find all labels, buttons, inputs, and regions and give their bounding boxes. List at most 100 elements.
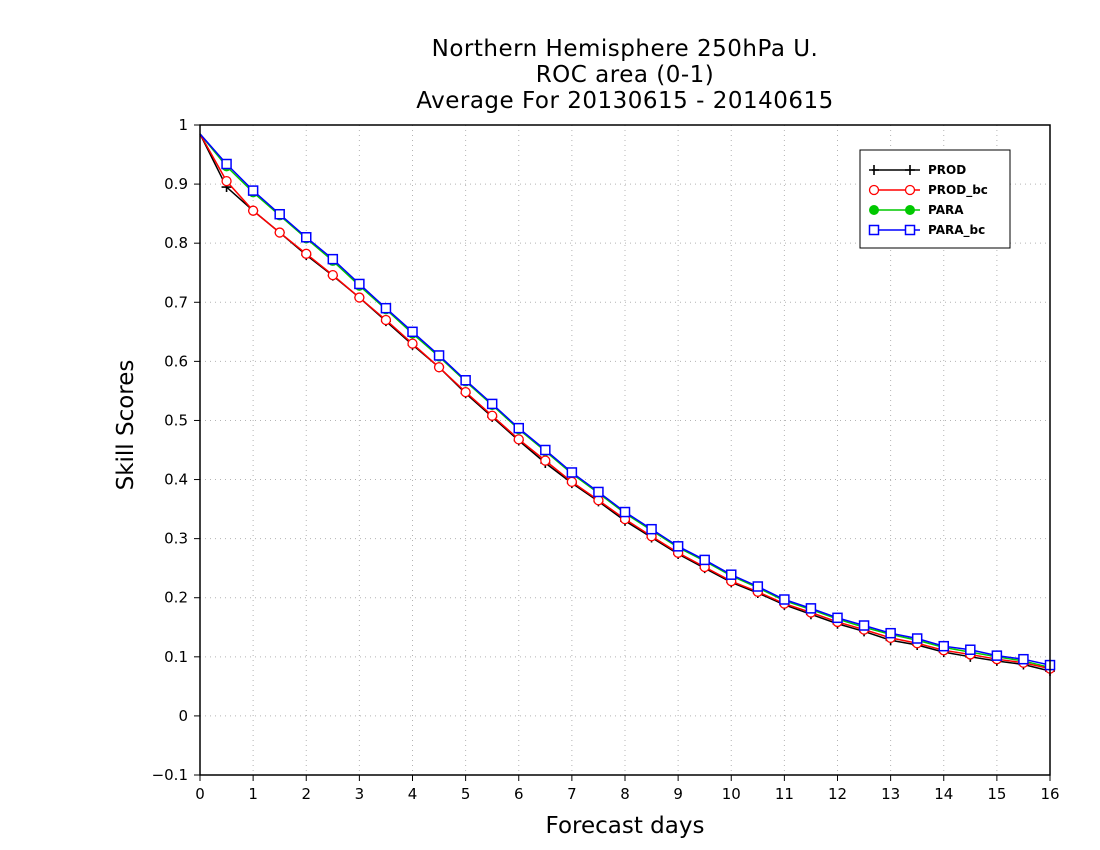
series-lines — [199, 133, 1056, 676]
x-tick-label: 1 — [248, 785, 258, 803]
x-tick-label: 15 — [987, 785, 1006, 803]
data-point-para-bc — [354, 278, 365, 290]
data-point-para-bc — [327, 253, 339, 265]
legend-marker — [868, 184, 880, 196]
legend-marker — [905, 165, 915, 175]
data-point-para-bc — [540, 444, 551, 456]
y-tick-label: 0.3 — [164, 530, 188, 548]
y-tick-label: 0.9 — [164, 175, 188, 193]
x-tick-label: 4 — [408, 785, 418, 803]
y-tick-label: 0.7 — [164, 293, 188, 311]
data-point-para-bc — [460, 375, 471, 386]
x-tick-label: 2 — [301, 785, 311, 803]
x-tick-label: 6 — [514, 785, 524, 803]
y-tick-label: 0.5 — [164, 411, 188, 429]
data-point-para-bc — [433, 350, 445, 361]
data-point-para-bc — [619, 506, 631, 518]
data-point-para-bc — [566, 467, 578, 478]
data-point-para-bc — [699, 554, 710, 566]
chart-title-line-2: ROC area (0-1) — [535, 62, 715, 88]
legend-marker — [868, 224, 880, 236]
data-point-para-bc — [247, 185, 259, 196]
data-point-para-bc — [1018, 653, 1029, 665]
y-tick-label: −0.1 — [152, 766, 188, 784]
x-tick-label: 3 — [355, 785, 365, 803]
legend-marker — [904, 184, 916, 196]
legend-marker — [905, 205, 915, 215]
x-tick-label: 13 — [881, 785, 900, 803]
data-point-para-bc — [486, 398, 498, 410]
data-point-para-bc — [779, 594, 790, 605]
data-point-para-bc — [965, 644, 976, 655]
data-point-para-bc — [221, 158, 232, 170]
data-point-para-bc — [726, 569, 737, 580]
y-tick-label: 0.4 — [164, 471, 188, 489]
data-point-para-bc — [832, 612, 843, 624]
data-point-para-bc — [646, 523, 657, 535]
x-tick-label: 5 — [461, 785, 471, 803]
axis-ticks: 0 1 2 3 4 5 6 7 8 9 10 11 12 13 14 15 16−0.100.10.20.30.… — [152, 116, 1060, 803]
y-tick-label: 0 — [178, 707, 188, 725]
y-tick-label: 0.6 — [164, 352, 188, 370]
legend-label: PARA_bc — [928, 223, 985, 238]
x-tick-label: 12 — [828, 785, 847, 803]
data-point-para-bc — [805, 603, 817, 614]
data-point-prod-bc — [354, 292, 365, 303]
data-point-prod-bc — [221, 175, 232, 187]
data-point-para-bc — [752, 581, 764, 592]
x-axis-title: Forecast days — [546, 813, 705, 839]
data-point-prod-bc — [433, 362, 445, 373]
y-tick-label: 1 — [178, 116, 188, 134]
data-point-para-bc — [301, 232, 312, 243]
legend-marker — [904, 224, 916, 236]
x-tick-label: 14 — [934, 785, 953, 803]
data-point-para-bc — [407, 326, 418, 338]
data-point-para-bc — [274, 208, 285, 220]
data-point-prod-bc — [327, 269, 338, 281]
legend-label: PARA — [928, 203, 964, 217]
legend: PROD PROD_bc PARA PARA_bc — [859, 149, 1011, 249]
data-point-prod-bc — [407, 338, 418, 349]
legend-label: PROD — [928, 163, 966, 177]
y-axis-title: Skill Scores — [113, 360, 139, 491]
x-tick-label: 16 — [1040, 785, 1059, 803]
x-tick-label: 10 — [722, 785, 741, 803]
chart-title-line-1: Northern Hemisphere 250hPa U. — [431, 36, 819, 62]
data-point-prod-bc — [487, 410, 498, 421]
series-para-bc — [199, 133, 1056, 671]
plot-frame — [199, 124, 1051, 776]
y-tick-label: 0.1 — [164, 648, 188, 666]
data-point-prod-bc — [274, 227, 285, 238]
legend-item-prod: PROD — [869, 163, 966, 177]
data-point-para-bc — [380, 302, 392, 314]
data-point-prod-bc — [301, 248, 312, 259]
data-point-para-bc — [672, 541, 684, 552]
legend-label: PROD_bc — [928, 183, 988, 198]
data-point-prod-bc — [380, 314, 392, 326]
x-tick-label: 7 — [567, 785, 577, 803]
legend-box — [859, 149, 1011, 249]
legend-marker — [869, 165, 879, 175]
data-point-para-bc — [991, 650, 1003, 661]
data-point-prod-bc — [540, 455, 551, 466]
data-point-prod-bc — [513, 434, 524, 445]
legend-item-para-bc: PARA_bc — [868, 223, 985, 238]
data-point-para-bc — [513, 422, 524, 434]
grid-lines — [200, 125, 1050, 775]
data-point-prod-bc — [566, 476, 578, 488]
data-point-para-bc — [938, 640, 949, 652]
chart-title-line-3: Average For 20130615 - 20140615 — [416, 88, 834, 114]
data-point-prod-bc — [460, 386, 471, 398]
y-tick-label: 0.2 — [164, 589, 188, 607]
data-point-para-bc — [858, 620, 870, 631]
legend-item-para: PARA — [869, 203, 964, 217]
x-tick-label: 0 — [195, 785, 205, 803]
data-point-para-bc — [885, 627, 896, 639]
legend-marker — [869, 205, 879, 215]
data-point-para-bc — [911, 633, 923, 644]
y-tick-label: 0.8 — [164, 234, 188, 252]
data-point-prod-bc — [247, 205, 259, 216]
data-point-para-bc — [593, 486, 604, 498]
x-tick-label: 9 — [673, 785, 683, 803]
